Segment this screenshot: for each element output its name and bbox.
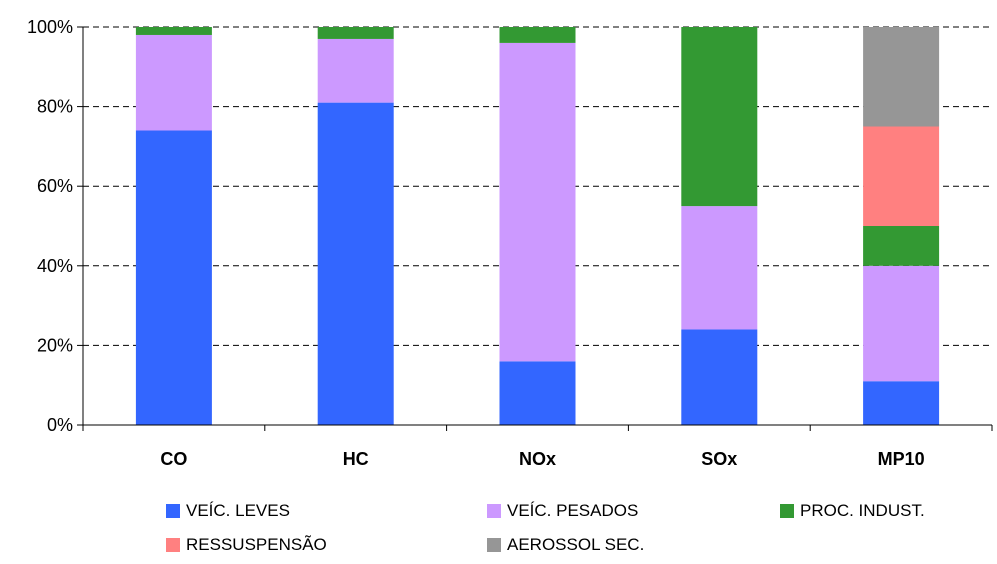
y-tick-label: 20% — [37, 335, 73, 355]
bar-sox-veic-pesados — [681, 206, 758, 330]
x-category-label-co: CO — [160, 449, 187, 469]
y-axis-ticks: 0% 20% 40% 60% 80% 100% — [27, 17, 83, 435]
bar-mp10-veic-pesados — [863, 265, 940, 382]
bar-co-veic-leves — [135, 130, 212, 426]
bar-hc-veic-pesados — [317, 38, 394, 103]
y-tick-label: 40% — [37, 256, 73, 276]
bar-mp10-proc-indust — [863, 226, 940, 266]
bar-co-veic-pesados — [135, 34, 212, 131]
bar-mp10-veic-leves — [863, 381, 940, 425]
bar-mp10-aerossol-sec — [863, 27, 940, 127]
bar-co-proc-indust — [135, 27, 212, 35]
y-tick-label: 100% — [27, 17, 73, 37]
bar-nox-veic-leves — [499, 361, 576, 425]
bar-mp10-ressuspensao — [863, 126, 940, 226]
x-category-label-sox: SOx — [701, 449, 737, 469]
bar-hc-proc-indust — [317, 27, 394, 39]
bar-hc-veic-leves — [317, 102, 394, 426]
bar-sox-proc-indust — [681, 27, 758, 207]
x-category-label-mp10: MP10 — [878, 449, 925, 469]
y-tick-label: 60% — [37, 176, 73, 196]
bars — [135, 27, 940, 426]
y-tick-label: 80% — [37, 97, 73, 117]
x-category-label-hc: HC — [343, 449, 369, 469]
x-category-label-nox: NOx — [519, 449, 556, 469]
bar-nox-proc-indust — [499, 27, 576, 43]
y-tick-label: 0% — [47, 415, 73, 435]
x-axis-ticks: CO HC NOx SOx MP10 — [82, 425, 993, 469]
bar-nox-veic-pesados — [499, 42, 576, 362]
axes — [82, 27, 992, 426]
bar-sox-veic-leves — [681, 329, 758, 425]
